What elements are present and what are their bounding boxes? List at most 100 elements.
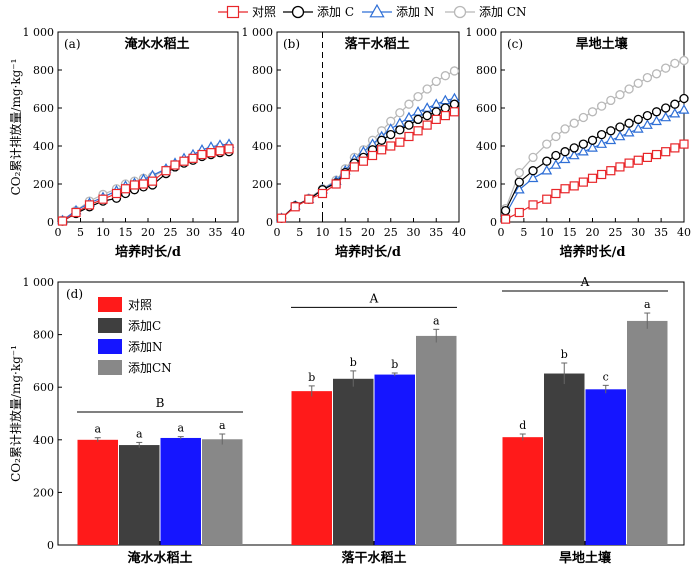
series-point-1 — [395, 125, 405, 135]
panel-b-line-chart: 0 200 400 600 800 1 000 0 5 10 15 20 25 30 35 40 (b) 落干水… — [242, 26, 467, 260]
y-tick-label: 1 000 — [466, 26, 498, 39]
series-point-3 — [679, 55, 689, 66]
series-point-0 — [71, 207, 81, 218]
series-point-0 — [569, 181, 579, 191]
series-point-1 — [633, 114, 643, 125]
series-point-1 — [386, 129, 396, 140]
series-point-3 — [624, 84, 634, 94]
panel-title: 旱地土壤 — [576, 36, 629, 52]
series-point-3 — [670, 58, 680, 68]
y-tick-label: 800 — [33, 329, 54, 342]
x-tick-label: 0 — [274, 226, 281, 239]
series-point-0 — [670, 143, 680, 153]
series-point-0 — [606, 166, 616, 176]
series-point-1 — [413, 114, 423, 125]
bar-3 — [416, 335, 457, 545]
bar-1 — [333, 378, 374, 545]
series-point-3 — [642, 72, 653, 83]
series-point-0 — [98, 194, 108, 204]
panel-a-line-chart: 0 200 400 600 800 1 000 0 5 10 15 20 25 30 35 40 (a) 淹水水… — [8, 26, 245, 260]
series-point-0 — [147, 176, 158, 186]
series-point-0 — [224, 144, 234, 154]
series-point-0 — [197, 149, 207, 160]
x-tick-label: 25 — [164, 226, 178, 239]
series-point-0 — [560, 184, 570, 194]
x-tick-label: 35 — [429, 226, 443, 239]
x-tick-label: 20 — [586, 226, 600, 239]
significance-letter: a — [644, 298, 651, 311]
series-point-1 — [560, 147, 570, 157]
bar-3 — [202, 439, 243, 545]
y-tick-label: 0 — [490, 216, 497, 229]
bar-legend-label-2: 添加N — [128, 340, 163, 354]
series-point-2 — [651, 115, 662, 126]
y-tick-label: 400 — [33, 140, 54, 153]
series-point-2 — [678, 104, 690, 114]
series-point-0 — [188, 153, 198, 163]
category-label: 淹水水稻土 — [127, 550, 192, 566]
series-point-0 — [500, 214, 511, 224]
series-point-0 — [449, 107, 460, 117]
series-point-1 — [578, 139, 588, 149]
series-point-0 — [624, 158, 634, 168]
series-point-1 — [431, 107, 441, 117]
line-chart-legend: 对照 添加 C 添加 N 添加 CN — [218, 3, 527, 19]
group-letter: B — [156, 396, 165, 410]
series-point-0 — [276, 213, 287, 223]
series-point-0 — [542, 194, 552, 204]
x-tick-label: 10 — [316, 226, 330, 239]
y-tick-label: 200 — [33, 486, 54, 499]
significance-letter: a — [94, 423, 101, 436]
panel-label: (d) — [66, 287, 83, 301]
series-point-1 — [624, 118, 634, 128]
bar-2 — [585, 389, 626, 545]
series-point-0 — [404, 131, 414, 142]
y-tick-label: 400 — [476, 140, 497, 153]
y-axis-label: CO₂累计排放量/mg·kg⁻¹ — [8, 59, 23, 196]
series-point-0 — [138, 179, 149, 189]
x-axis-label: 培养时长/d — [560, 244, 626, 260]
x-tick-label: 0 — [498, 226, 505, 239]
legend-label-1: 添加 C — [317, 5, 354, 19]
bar-legend-label-1: 添加C — [128, 319, 161, 333]
series-point-0 — [651, 149, 662, 160]
series-point-3 — [395, 108, 405, 118]
x-tick-label: 40 — [677, 226, 691, 239]
series-point-1 — [642, 110, 653, 121]
series-point-0 — [514, 207, 524, 218]
panel-title: 淹水水稻土 — [124, 36, 189, 52]
panel-c-line-chart: 0 200 400 600 800 1 000 0 5 10 15 20 25 30 35 40 (c) 旱地土… — [466, 26, 692, 260]
x-tick-label: 40 — [452, 226, 466, 239]
series-point-2 — [513, 183, 525, 194]
x-tick-label: 20 — [141, 226, 155, 239]
group-letter: A — [369, 291, 379, 305]
series-point-0 — [317, 188, 328, 199]
y-tick-label: 1 000 — [23, 26, 55, 39]
series-point-1 — [569, 143, 579, 153]
y-tick-label: 200 — [33, 178, 54, 191]
y-tick-label: 200 — [252, 178, 273, 191]
significance-letter: a — [177, 422, 184, 435]
x-tick-label: 35 — [654, 226, 668, 239]
x-tick-label: 15 — [119, 226, 133, 239]
category-label: 旱地土壤 — [559, 550, 612, 566]
series-point-3 — [440, 71, 451, 81]
series-point-1 — [679, 93, 689, 104]
series-point-3 — [404, 99, 414, 109]
series-point-0 — [331, 179, 341, 189]
series-point-1 — [606, 126, 616, 136]
y-tick-label: 800 — [33, 64, 54, 77]
series-point-3 — [633, 78, 643, 88]
series-point-3 — [413, 91, 423, 102]
bar-1 — [119, 445, 160, 545]
series-point-2 — [614, 130, 626, 141]
legend-marker-2 — [369, 3, 385, 18]
series-point-2 — [596, 138, 608, 148]
series-point-0 — [120, 184, 131, 194]
series-point-0 — [367, 150, 378, 161]
series-point-0 — [340, 169, 350, 180]
x-tick-label: 30 — [407, 226, 421, 239]
series-point-0 — [111, 188, 122, 199]
series-point-0 — [290, 202, 300, 212]
series-point-0 — [179, 156, 189, 166]
